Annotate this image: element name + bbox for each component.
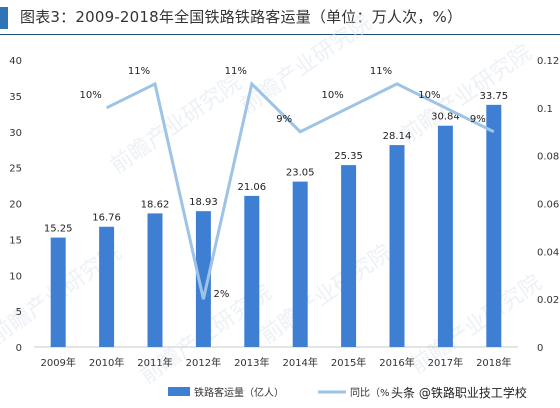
right-y-tick-label: 0.04 [537,247,559,258]
legend-line-label: 同比（% [350,387,390,399]
right-y-tick-label: 0.06 [537,200,559,211]
bar-value-label: 23.05 [286,168,315,179]
right-y-tick-label: 0.12 [537,56,559,67]
yoy-line [105,80,495,300]
bar [99,226,115,347]
bar [50,237,66,347]
left-y-tick-label: 40 [9,56,22,67]
footer-credit: 头条 @铁路职业技工学校 [391,385,527,400]
left-y-axis: 0 5 10 15 20 25 30 35 40 [9,56,22,354]
left-y-tick-label: 20 [9,200,22,211]
left-y-tick-label: 25 [9,164,22,175]
line-value-label: 9% [470,114,486,125]
x-tick-label: 2015年 [331,356,366,369]
bar-value-label: 28.14 [383,131,412,142]
title-accent-bar [0,7,8,29]
bar-series: 15.25 16.76 18.62 18.93 21.06 23.05 25.35 28.14… [44,91,508,348]
chart-title: 图表3：2009-2018年全国铁路铁路客运量（单位：万人次，%） [20,8,463,26]
line-value-label: 11% [128,66,150,77]
bar-value-label: 25.35 [334,151,363,162]
legend-bar-swatch [168,387,190,396]
left-y-tick-label: 15 [9,235,22,246]
bar-value-label: 15.25 [44,224,73,235]
right-y-tick-label: 0.1 [537,104,553,115]
watermark-text: 前瞻产业研究院 [256,240,397,349]
legend: 铁路客运量（亿人） 同比（% 头条 @铁路职业技工学校 [168,385,527,400]
left-y-tick-label: 5 [16,307,22,318]
x-tick-label: 2017年 [428,356,463,369]
right-y-tick-label: 0.02 [537,295,559,306]
bar [244,195,260,347]
title-divider [0,34,560,35]
bar [292,181,308,347]
bar-value-label: 30.84 [431,112,460,123]
right-y-tick-label: 0 [537,343,543,354]
line-value-label: 11% [370,66,392,77]
x-tick-label: 2012年 [186,356,221,369]
left-y-tick-label: 0 [16,343,22,354]
bar [389,145,405,347]
bar [486,104,502,347]
line-value-label: 10% [321,90,343,101]
left-y-tick-label: 10 [9,271,22,282]
bar-value-label: 18.93 [189,197,218,208]
line-value-label: 2% [213,289,229,300]
bar [195,211,211,347]
bar-value-label: 33.75 [479,91,508,102]
x-tick-label: 2009年 [40,356,75,369]
watermark-text: 前瞻产业研究院 [106,70,247,179]
x-tick-label: 2014年 [282,356,317,369]
x-tick-label: 2018年 [476,356,511,369]
bar [437,125,453,348]
x-tick-label: 2016年 [379,356,414,369]
bar [341,165,357,347]
x-tick-label: 2013年 [234,356,269,369]
bar-value-label: 18.62 [141,199,170,210]
legend-bar-label: 铁路客运量（亿人） [194,386,284,399]
left-y-tick-label: 35 [9,92,22,103]
line-value-label: 10% [79,90,101,101]
watermark-layer: 前瞻产业研究院前瞻产业研究院前瞻产业研究院前瞻产业研究院前瞻产业研究院前瞻产业研… [0,10,547,389]
x-axis-ticks: 2009年 2010年 2011年 2012年 2013年 2014年 2015年 2016年… [40,356,511,369]
line-value-label: 11% [225,66,247,77]
bar-value-label: 16.76 [92,213,121,224]
line-series: 10% 11% 2% 11% 9% 10% 11% 10% 9% [79,66,495,300]
line-value-label: 9% [276,114,292,125]
line-value-label: 10% [418,90,440,101]
bar [147,213,163,347]
right-y-tick-label: 0.08 [537,152,559,163]
watermark-text: 前瞻产业研究院 [236,10,377,119]
x-tick-label: 2010年 [89,356,124,369]
right-y-axis: 0 0.02 0.04 0.06 0.08 0.1 0.12 [537,56,559,354]
left-y-tick-label: 30 [9,128,22,139]
x-tick-label: 2011年 [137,356,172,369]
bar-value-label: 21.06 [237,182,266,193]
